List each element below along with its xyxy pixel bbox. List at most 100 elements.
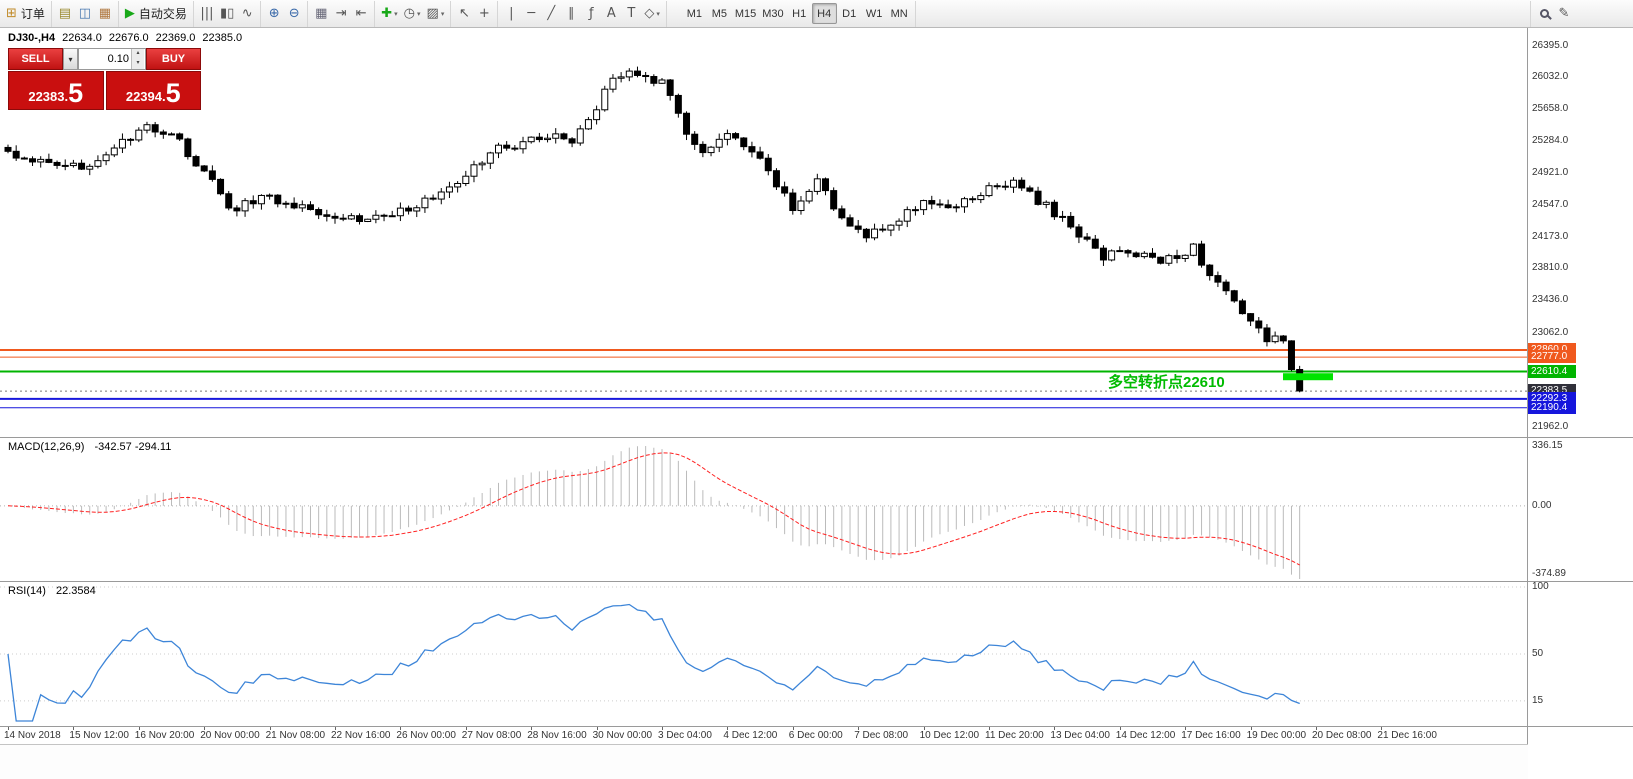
time-axis-label: 26 Nov 00:00: [396, 730, 456, 741]
text-button[interactable]: A: [601, 3, 621, 24]
chart-shift-button[interactable]: ⇤: [351, 3, 371, 24]
rsi-panel: RSI(14) 22.3584: [0, 582, 1527, 726]
panel-divider[interactable]: [0, 437, 1633, 438]
price-scale-label: 25284.0: [1532, 135, 1569, 147]
sell-price-pip: 5: [68, 78, 84, 108]
time-axis-label: 11 Dec 20:00: [985, 730, 1044, 741]
sell-button[interactable]: SELL: [8, 48, 63, 70]
close-value: 22385.0: [202, 32, 243, 44]
zoom-in-button[interactable]: ⊕: [264, 3, 284, 24]
auto-scroll-button[interactable]: ⇥: [331, 3, 351, 24]
templates-button[interactable]: ▨ ▾: [424, 3, 448, 24]
timeframe-h1-button[interactable]: H1: [792, 7, 807, 20]
bar-chart-button[interactable]: |||: [197, 3, 217, 24]
new-order-button[interactable]: ⊞ 订单: [3, 3, 48, 24]
macd-scale-zero: 0.00: [1532, 499, 1552, 511]
time-tick: [400, 727, 402, 730]
rsi-scale-label: 50: [1532, 648, 1544, 659]
panel-divider[interactable]: [0, 581, 1633, 582]
periods-button[interactable]: ◷ ▾: [401, 3, 424, 24]
tile-windows-button[interactable]: ▦: [311, 3, 331, 24]
shapes-button[interactable]: ◇ ▾: [641, 3, 663, 24]
time-axis-label: 4 Dec 12:00: [723, 730, 778, 741]
vertical-line-button[interactable]: |: [501, 3, 521, 24]
text-icon: A: [606, 6, 616, 21]
cursor-button[interactable]: ↖: [454, 3, 474, 24]
macd-histogram: [15, 446, 1301, 579]
rsi-chart[interactable]: [0, 582, 1527, 726]
timeframe-m5-button[interactable]: M5: [711, 7, 727, 20]
search-button[interactable]: [1534, 3, 1554, 24]
zoom-out-icon: ⊖: [288, 6, 300, 21]
draw-icon: ✎: [1558, 6, 1570, 21]
navigator-button[interactable]: ▦: [95, 3, 115, 24]
navigator-icon: ▦: [98, 6, 112, 21]
data-window-button[interactable]: ◫: [75, 3, 95, 24]
crosshair-button[interactable]: +: [474, 3, 494, 24]
time-tick: [204, 727, 206, 730]
fibonacci-button[interactable]: ƒ: [581, 3, 601, 24]
channel-icon: ∥: [568, 6, 575, 21]
horizontal-line-button[interactable]: ─: [521, 3, 541, 24]
buy-price-display[interactable]: 22394. 5: [105, 71, 201, 110]
time-axis-label: 13 Dec 04:00: [1050, 730, 1110, 741]
time-tick: [1119, 727, 1121, 730]
buy-button[interactable]: BUY: [146, 48, 201, 70]
timeframe-m1-button[interactable]: M1: [686, 7, 702, 20]
timeframe-m15-button[interactable]: M15: [734, 7, 757, 20]
panel-divider[interactable]: [0, 726, 1633, 727]
autotrading-button-label: 自动交易: [138, 7, 187, 21]
buy-price-pip: 5: [165, 78, 181, 108]
pivot-annotation-text[interactable]: 多空转折点22610: [1108, 374, 1225, 391]
price-scale-label: 26395.0: [1532, 39, 1569, 51]
rsi-label: RSI(14) 22.3584: [8, 585, 96, 597]
price-chart-panel: DJ30-,H4 22634.0 22676.0 22369.0 22385.0…: [0, 28, 1527, 437]
volume-preset-dropdown[interactable]: ▾: [63, 48, 78, 70]
trendline-icon: ╱: [547, 6, 556, 21]
horizontal-line-icon: ─: [527, 6, 536, 21]
price-scale[interactable]: 26395.0 26032.0 25658.0 25284.0 24921.0 24547…: [1528, 28, 1633, 779]
price-chart[interactable]: [0, 28, 1527, 437]
zoom-group: ⊕ ⊖: [261, 0, 309, 27]
chart-type-group: ||| ▮▯ ∿: [194, 0, 262, 27]
draw-button[interactable]: ✎: [1554, 3, 1574, 24]
line-chart-button[interactable]: ∿: [237, 3, 257, 24]
macd-label: MACD(12,26,9) -342.57 -294.11: [8, 441, 171, 453]
macd-name: MACD(12,26,9): [8, 441, 85, 453]
time-axis-label: 3 Dec 04:00: [658, 730, 712, 741]
time-axis[interactable]: 14 Nov 2018 15 Nov 12:00 16 Nov 20:00 20 No…: [0, 727, 1527, 743]
market-watch-button[interactable]: ▤: [55, 3, 75, 24]
time-tick: [335, 727, 336, 730]
timeframe-w1-button[interactable]: W1: [865, 7, 883, 20]
sell-price-display[interactable]: 22383. 5: [8, 71, 104, 110]
volume-input[interactable]: [79, 49, 131, 69]
timeframe-mn-button[interactable]: MN: [890, 7, 908, 20]
trendline-button[interactable]: ╱: [541, 3, 561, 24]
breakout-highlight-bar[interactable]: [1283, 373, 1333, 381]
bottom-strip: [0, 744, 1633, 779]
zoom-out-button[interactable]: ⊖: [284, 3, 304, 24]
new-order-icon: ⊞: [6, 6, 17, 21]
price-scale-label: 23436.0: [1532, 294, 1569, 306]
channel-button[interactable]: ∥: [561, 3, 581, 24]
cursor-icon: ↖: [458, 6, 470, 21]
price-scale-label: 24547.0: [1532, 198, 1569, 210]
price-level-lines: [0, 349, 1527, 409]
time-tick: [727, 727, 729, 730]
timeframe-m30-button[interactable]: M30: [762, 7, 784, 20]
macd-chart[interactable]: [0, 438, 1527, 581]
line-chart-icon: ∿: [241, 6, 253, 21]
timeframe-d1-button[interactable]: D1: [842, 7, 857, 20]
high-value: 22676.0: [108, 32, 149, 44]
rsi-line: [7, 603, 1300, 722]
label-button[interactable]: T: [621, 3, 641, 24]
time-axis-label: 6 Dec 00:00: [788, 730, 843, 741]
timeframe-h4-button[interactable]: H4: [811, 3, 837, 24]
objects-group: | ─ ╱ ∥ ƒ A T ◇ ▾: [498, 0, 667, 27]
candlestick-chart-button[interactable]: ▮▯: [217, 3, 237, 24]
autotrading-button[interactable]: ▶ 自动交易: [122, 3, 190, 24]
indicators-button[interactable]: ✚ ▾: [378, 3, 400, 24]
volume-increase-button[interactable]: ▴: [132, 49, 144, 59]
volume-spinner: ▴ ▾: [131, 49, 144, 69]
volume-decrease-button[interactable]: ▾: [132, 59, 144, 69]
